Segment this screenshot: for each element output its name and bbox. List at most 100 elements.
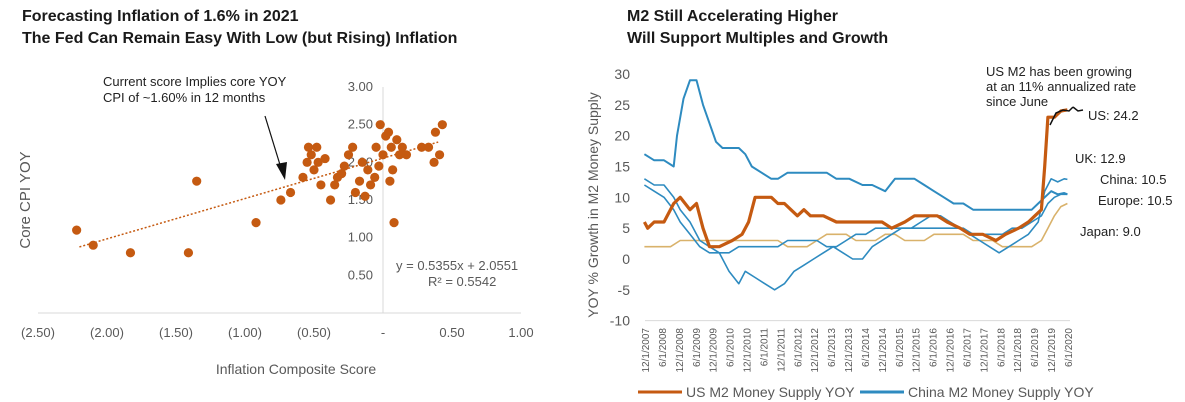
left-x-tick-label: (0.50) — [297, 325, 331, 340]
scatter-point — [312, 142, 322, 152]
scatter-point — [298, 172, 308, 182]
right-x-tick-label: 12/1/2018 — [1013, 328, 1024, 373]
scatter-point — [386, 142, 396, 152]
scatter-point — [429, 157, 439, 167]
scatter-point — [72, 225, 82, 235]
right-x-tick-label: 12/1/2017 — [979, 328, 990, 373]
scatter-point — [365, 180, 376, 190]
scatter-point — [434, 150, 445, 160]
end-label: Japan: 9.0 — [1080, 224, 1141, 239]
scatter-point — [385, 176, 395, 186]
right-x-tick-label: 6/1/2013 — [827, 328, 838, 367]
left-x-tick-label: (1.00) — [228, 325, 262, 340]
scatter-point — [392, 135, 402, 145]
scatter-point — [430, 127, 441, 137]
right-x-tick-label: 6/1/2015 — [895, 328, 906, 367]
scatter-point — [375, 120, 385, 130]
left-chart-title: Forecasting Inflation of 1.6% in 2021 Th… — [22, 6, 457, 50]
m2-annotation-line: since June — [986, 94, 1048, 109]
left-x-tick-label: (1.50) — [159, 325, 193, 340]
left-y-tick-label: 0.50 — [348, 267, 373, 282]
series-line-us-m2-money-supply-yoy — [642, 108, 1068, 249]
r-squared-label: R² = 0.5542 — [428, 274, 496, 289]
right-x-tick-label: 6/1/2018 — [996, 328, 1007, 367]
right-y-tick-label: 0 — [622, 251, 630, 267]
left-x-axis-title: Inflation Composite Score — [216, 361, 377, 377]
right-x-tick-label: 6/1/2019 — [1030, 328, 1041, 367]
right-x-tick-label: 12/1/2010 — [743, 328, 754, 373]
scatter-point — [251, 218, 261, 228]
annotation-line1: Current score Implies core YOY — [103, 74, 287, 89]
scatter-point — [306, 150, 316, 160]
right-y-tick-label: -5 — [618, 282, 631, 298]
regression-equation: y = 0.5355x + 2.0551 — [396, 258, 518, 273]
left-x-tick-label: 1.00 — [508, 325, 533, 340]
scatter-point — [417, 142, 427, 152]
legend-label: US M2 Money Supply YOY — [686, 384, 855, 400]
right-y-tick-label: 30 — [614, 66, 630, 82]
scatter-point — [350, 187, 360, 198]
scatter-point — [397, 142, 407, 152]
right-x-tick-label: 6/1/2014 — [861, 328, 872, 367]
right-x-tick-label: 6/1/2017 — [962, 328, 973, 367]
m2-annotation-line: at an 11% annualized rate — [986, 79, 1136, 94]
scatter-point — [360, 191, 370, 201]
series-line-china-m2-money-supply-yoy — [643, 79, 1068, 211]
scatter-point — [325, 195, 336, 205]
scatter-point — [388, 165, 398, 175]
scatter-point — [303, 142, 314, 152]
scatter-point — [357, 157, 367, 167]
scatter-point — [401, 150, 412, 160]
right-title-line2: Will Support Multiples and Growth — [627, 30, 889, 47]
scatter-point — [363, 165, 373, 175]
right-y-axis-title: YOY % Growth in M2 Money Supply — [585, 92, 601, 317]
right-x-tick-label: 6/1/2016 — [929, 328, 940, 367]
right-y-tick-label: 15 — [614, 159, 630, 175]
scatter-point — [183, 248, 194, 258]
scatter-point — [371, 142, 381, 152]
right-x-tick-label: 6/1/2008 — [658, 328, 669, 367]
m2-annotation-line: US M2 has been growing — [986, 64, 1132, 79]
right-x-tick-label: 12/1/2008 — [675, 328, 686, 373]
end-label: China: 10.5 — [1100, 172, 1167, 187]
left-y-tick-label: 1.00 — [348, 230, 373, 245]
right-y-tick-label: 5 — [622, 220, 630, 236]
scatter-point — [423, 142, 434, 152]
right-x-tick-label: 6/1/2009 — [692, 328, 703, 367]
scatter-point — [378, 150, 388, 160]
scatter-point — [320, 153, 330, 164]
series-line-europe — [643, 184, 1068, 254]
scatter-point — [370, 172, 380, 182]
end-label: UK: 12.9 — [1075, 151, 1126, 166]
scatter-point — [276, 195, 286, 205]
left-x-tick-label: 0.50 — [439, 325, 464, 340]
scatter-point — [285, 187, 296, 198]
right-x-tick-label: 6/1/2012 — [793, 328, 804, 367]
scatter-point — [125, 248, 136, 258]
scatter-point — [316, 180, 326, 190]
scatter-point — [348, 142, 358, 152]
annotation-line2: CPI of ~1.60% in 12 months — [103, 90, 266, 105]
left-x-tick-label: (2.50) — [21, 325, 55, 340]
scatter-point — [437, 120, 447, 130]
right-chart-title: M2 Still Accelerating Higher Will Suppor… — [627, 6, 888, 50]
legend-label: China M2 Money Supply YOY — [908, 384, 1094, 400]
right-x-tick-label: 12/1/2011 — [776, 328, 787, 372]
right-y-tick-label: -10 — [610, 313, 630, 329]
scatter-point — [389, 218, 399, 228]
scatter-point — [337, 169, 347, 179]
right-x-tick-label: 12/1/2019 — [1047, 328, 1058, 373]
right-x-tick-label: 12/1/2015 — [912, 328, 923, 373]
scatter-point — [309, 165, 319, 175]
scatter-point — [330, 180, 340, 190]
annotation-arrow-shaft — [264, 115, 282, 169]
right-x-tick-label: 12/1/2016 — [946, 328, 957, 373]
left-y-axis-title: Core CPI YOY — [17, 151, 34, 248]
right-y-tick-label: 10 — [614, 189, 630, 205]
right-x-tick-label: 12/1/2012 — [810, 328, 821, 373]
left-y-tick-label: 3.00 — [348, 79, 373, 94]
right-x-tick-label: 12/1/2013 — [844, 328, 855, 373]
left-title-line2: The Fed Can Remain Easy With Low (but Ri… — [22, 30, 458, 47]
scatter-point — [88, 240, 98, 250]
